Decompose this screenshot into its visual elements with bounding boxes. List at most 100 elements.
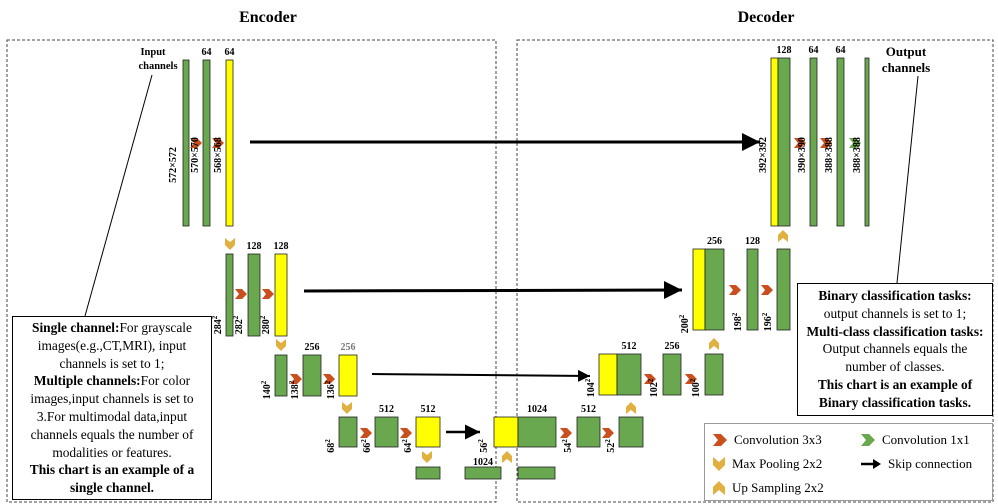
spatial-size-label: 1982 [731, 312, 744, 331]
single-channel-heading: Single channel: [32, 320, 120, 335]
legend-upsample-label: Up Sampling 2x2 [732, 480, 824, 495]
convolution-3x3-arrow [400, 428, 412, 438]
spatial-size-label: 388×388 [852, 137, 863, 173]
spatial-size-label: 542 [561, 439, 574, 453]
convolution-3x3-arrow [685, 374, 697, 384]
feature-map-block-e2c [274, 253, 288, 337]
convolution-3x3-arrow [602, 428, 614, 438]
legend-conv3x3: Convolution 3x3 [713, 432, 822, 448]
spatial-size-label: 522 [604, 439, 617, 453]
spatial-size-label: 388×388 [824, 137, 835, 173]
binary-classification-text: output channels is set to 1; [823, 305, 967, 321]
convolution-3x3-arrow [820, 138, 832, 148]
bottleneck-channel-label: 1024 [473, 457, 493, 468]
feature-map-block-d3c [704, 353, 724, 396]
spatial-size-label: 1022 [647, 378, 660, 397]
feature-map-block-e1c [225, 59, 234, 227]
maxpool-arrow-icon [713, 457, 725, 471]
feature-map-block-d4c [618, 416, 644, 448]
feature-map-block-d2b [746, 248, 759, 331]
spatial-size-label: 568×568 [213, 137, 224, 173]
spatial-size-label: 1962 [761, 312, 774, 331]
input-channels-note: Single channel:For grayscale images(e.g.… [12, 316, 212, 500]
output-channels-note: Binary classification tasks: output chan… [797, 283, 993, 416]
multiple-channels-text: For color images,input channels is set t… [30, 373, 194, 460]
feature-map-block-d4g [517, 416, 557, 448]
spatial-size-label: 2802 [259, 315, 272, 334]
single-channel-example-note: This chart is an example of a single cha… [29, 462, 195, 496]
spatial-size-label: 570×570 [190, 137, 201, 173]
binary-classification-heading: Binary classification tasks: [818, 288, 972, 303]
legend-upsample: Up Sampling 2x2 [713, 480, 824, 496]
up-sampling-arrow [626, 402, 636, 414]
spatial-size-label: 682 [324, 439, 337, 453]
legend-conv1x1-label: Convolution 1x1 [882, 432, 970, 447]
spatial-size-label: 642 [401, 439, 414, 453]
operation-arrows [190, 138, 861, 463]
feature-map-block-d1g [777, 57, 791, 227]
feature-map-block-d3y [598, 353, 618, 396]
legend-maxpool: Max Pooling 2x2 [713, 456, 822, 472]
spatial-size-label: 562 [477, 439, 490, 453]
spatial-size-label: 1402 [260, 380, 273, 399]
feature-map-block-d3b [662, 353, 682, 396]
multiple-channels-heading: Multiple channels: [33, 373, 141, 389]
spatial-size-label: 1362 [324, 380, 337, 399]
skip-connection-level-2 [303, 281, 683, 300]
legend-skip-label: Skip connection [888, 456, 973, 471]
channel-count-label: 512 [622, 341, 637, 352]
input-channels-label-line2: channels [138, 61, 177, 72]
channel-count-label: 64 [836, 45, 846, 56]
spatial-size-label: 1042 [584, 378, 597, 397]
convolution-3x3-arrow [644, 374, 656, 384]
channel-count-label: 512 [581, 404, 596, 415]
convolution-1x1-arrow [849, 138, 861, 148]
decoder-title: Decoder [738, 9, 795, 26]
feature-map-block-d1out [864, 57, 870, 227]
output-callout-line [896, 75, 919, 284]
feature-map-block-d4b [576, 416, 601, 448]
channel-count-label: 128 [274, 241, 289, 252]
conv3x3-arrow-icon [713, 434, 727, 446]
channel-count-label: 256 [707, 236, 722, 247]
spatial-size-label: 2002 [678, 314, 691, 333]
output-channels-label-line2: channels [882, 60, 930, 75]
output-channels-label-line1: Output [886, 44, 927, 59]
feature-map-block-e4a [338, 416, 358, 448]
conv1x1-arrow-icon [861, 434, 875, 446]
spatial-size-label: 572×572 [168, 147, 179, 183]
channel-count-label: 64 [809, 45, 819, 56]
feature-map-block-d1c [836, 57, 845, 227]
channel-count-label: 512 [421, 404, 436, 415]
legend-maxpool-label: Max Pooling 2x2 [732, 456, 823, 471]
max-pooling-arrow [342, 402, 352, 414]
legend-skip: Skip connection [861, 456, 972, 472]
channel-count-label: 64 [202, 47, 212, 58]
up-sampling-arrow [778, 230, 788, 242]
convolution-3x3-arrow [794, 138, 806, 148]
convolution-3x3-arrow [560, 428, 572, 438]
feature-map-block-e1a [182, 59, 190, 227]
channel-count-label: 128 [777, 45, 792, 56]
max-pooling-arrow [225, 238, 235, 250]
feature-map-block-b1 [415, 466, 441, 480]
channel-count-label: 256 [341, 342, 356, 353]
feature-map-block-d1b [809, 57, 818, 227]
feature-map-block-e4c [415, 416, 441, 448]
spatial-size-label: 662 [360, 439, 373, 453]
feature-map-block-d4y [493, 416, 519, 448]
feature-map-block-d3g [616, 353, 642, 396]
convolution-3x3-arrow [262, 289, 274, 299]
convolution-3x3-arrow [323, 374, 335, 384]
up-sampling-arrow [709, 338, 719, 350]
feature-map-block-e3c [338, 354, 358, 397]
feature-map-block-d1y [770, 57, 779, 227]
encoder-title: Encoder [239, 9, 297, 26]
channel-count-label: 128 [745, 236, 760, 247]
feature-map-block-b2 [464, 466, 502, 480]
upsample-arrow-icon [713, 481, 725, 495]
convolution-3x3-arrow [761, 285, 773, 295]
legend: Convolution 3x3 Convolution 1x1 Max Pool… [704, 423, 993, 501]
legend-conv3x3-label: Convolution 3x3 [734, 432, 822, 447]
